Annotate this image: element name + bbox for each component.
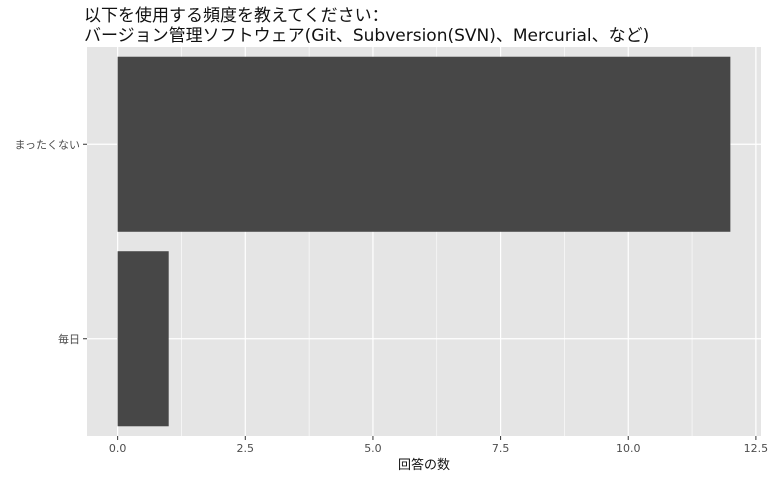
y-tick-label: まったくない — [14, 138, 80, 151]
x-axis: 0.0 2.5 5.0 7.5 10.0 12.5 — [109, 436, 768, 455]
x-tick-label: 7.5 — [492, 442, 510, 455]
chart-title: 以下を使用する頻度を教えてください： バージョン管理ソフトウェア(Git、Sub… — [84, 6, 649, 46]
chart-title-line-1: 以下を使用する頻度を教えてください： — [84, 6, 389, 26]
y-tick-label: 毎日 — [58, 333, 80, 346]
bars — [117, 56, 731, 427]
x-tick-label: 2.5 — [237, 442, 255, 455]
x-tick-label: 10.0 — [616, 442, 641, 455]
chart-title-line-2: バージョン管理ソフトウェア(Git、Subversion(SVN)、Mercur… — [84, 26, 650, 46]
bar — [117, 251, 169, 427]
x-tick-label: 5.0 — [364, 442, 382, 455]
bar — [117, 56, 731, 232]
x-axis-title: 回答の数 — [398, 457, 450, 473]
x-tick-label: 12.5 — [744, 442, 768, 455]
x-tick-label: 0.0 — [109, 442, 127, 455]
